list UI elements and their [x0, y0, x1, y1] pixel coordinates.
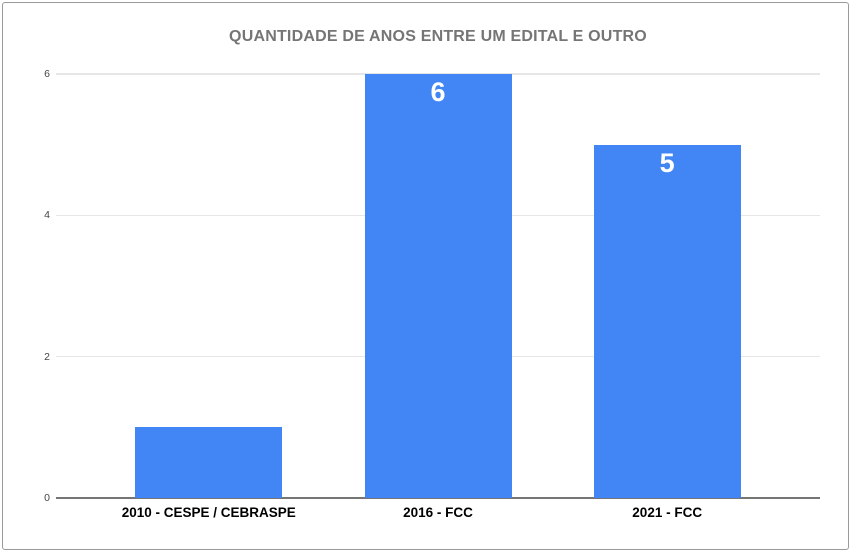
bar-value-label: 6 — [430, 77, 446, 107]
bar-value-label: 5 — [659, 147, 675, 178]
y-axis-tick-label-6: 6 — [44, 68, 50, 80]
x-axis-category-label: 2016 - FCC — [403, 505, 473, 520]
chart-title: QUANTIDADE DE ANOS ENTRE UM EDITAL E OUT… — [229, 28, 647, 45]
bar-2021 - FCC: 5 — [593, 144, 741, 498]
bar-2010 - CESPE / CEBRASPE — [135, 427, 283, 498]
y-axis-tick-label-4: 4 — [44, 209, 50, 222]
x-axis-line — [56, 497, 820, 499]
y-axis-tick-label-0: 0 — [44, 492, 50, 504]
y-axis-tick-label-2: 2 — [44, 350, 50, 363]
bar-2016 - FCC: 6 — [364, 74, 512, 498]
x-axis-category-label: 2010 - CESPE / CEBRASPE — [121, 505, 296, 520]
x-axis-category-label: 2021 - FCC — [632, 505, 703, 520]
